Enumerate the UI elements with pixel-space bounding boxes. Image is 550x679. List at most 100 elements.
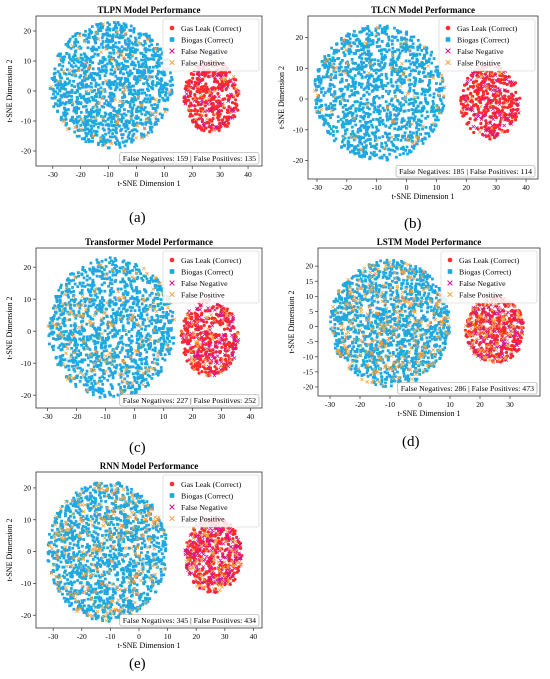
biogas-point — [127, 88, 131, 92]
biogas-point — [328, 124, 332, 128]
biogas-point — [385, 44, 389, 47]
biogas-point — [441, 107, 445, 110]
biogas-point — [367, 134, 371, 138]
biogas-point — [101, 337, 105, 341]
biogas-point — [114, 88, 117, 92]
biogas-point — [371, 153, 375, 156]
false-positive-point — [402, 97, 407, 101]
gas-leak-point — [187, 98, 191, 102]
biogas-point — [118, 34, 122, 37]
biogas-point — [59, 94, 63, 98]
biogas-point — [90, 375, 94, 378]
biogas-point — [366, 51, 370, 55]
biogas-point — [122, 108, 126, 111]
biogas-point — [112, 302, 116, 306]
biogas-point — [66, 338, 70, 342]
biogas-point — [104, 65, 108, 69]
biogas-point — [115, 347, 118, 350]
biogas-point — [337, 57, 341, 60]
biogas-point — [135, 114, 139, 118]
biogas-point — [141, 58, 145, 62]
biogas-point — [83, 358, 87, 362]
biogas-point — [153, 107, 157, 110]
biogas-point — [82, 52, 86, 56]
biogas-point — [94, 83, 98, 87]
biogas-point — [100, 42, 103, 46]
biogas-point — [137, 387, 141, 391]
biogas-point — [99, 90, 103, 94]
biogas-point — [141, 62, 145, 66]
biogas-point — [73, 130, 77, 134]
biogas-point — [69, 290, 73, 294]
biogas-point — [126, 37, 130, 41]
biogas-point — [50, 324, 54, 328]
biogas-point — [147, 338, 150, 342]
biogas-point — [434, 118, 437, 122]
biogas-point — [57, 80, 61, 84]
biogas-point — [396, 99, 399, 102]
false-positive-point — [341, 37, 346, 42]
biogas-point — [136, 96, 140, 100]
biogas-point — [116, 110, 120, 114]
biogas-point — [89, 304, 93, 308]
biogas-point — [108, 256, 112, 260]
false-negative-point — [470, 71, 475, 76]
biogas-point — [52, 317, 56, 321]
biogas-point — [106, 39, 110, 43]
biogas-point — [325, 73, 329, 76]
biogas-point — [390, 140, 393, 144]
biogas-point — [66, 108, 70, 111]
biogas-point — [99, 22, 103, 26]
biogas-point — [160, 116, 164, 119]
biogas-point — [422, 53, 426, 57]
biogas-point — [116, 46, 120, 50]
biogas-point — [108, 129, 112, 132]
biogas-point — [121, 140, 125, 144]
chart-title: Transformer Model Performance — [85, 237, 213, 247]
biogas-point — [74, 359, 78, 363]
biogas-point — [89, 359, 93, 363]
biogas-point — [378, 109, 382, 113]
biogas-point — [73, 282, 77, 286]
biogas-point — [151, 348, 155, 352]
biogas-point — [400, 36, 403, 40]
biogas-point — [169, 328, 173, 332]
biogas-point — [346, 42, 350, 46]
gas-leak-point — [200, 86, 204, 90]
biogas-point — [334, 76, 338, 80]
biogas-point — [429, 70, 433, 74]
biogas-point — [93, 298, 97, 302]
false-negative-point — [226, 99, 231, 104]
false-positive-point — [94, 30, 99, 35]
biogas-point — [170, 336, 174, 340]
biogas-point — [357, 41, 361, 45]
x-tick-label: -30 — [312, 183, 322, 192]
biogas-point — [364, 57, 368, 61]
biogas-point — [101, 123, 105, 127]
biogas-point — [346, 70, 350, 74]
false-positive-point — [422, 45, 427, 49]
biogas-point — [399, 80, 403, 84]
biogas-point — [94, 99, 98, 102]
biogas-point — [121, 326, 125, 330]
biogas-point — [134, 38, 138, 42]
biogas-point — [93, 78, 97, 82]
biogas-point — [74, 316, 78, 320]
biogas-point — [327, 65, 331, 69]
biogas-point — [366, 138, 370, 142]
biogas-point — [169, 84, 173, 87]
biogas-point — [147, 70, 151, 74]
false-positive-point — [405, 91, 410, 96]
false-negative-point — [467, 106, 472, 111]
biogas-point — [146, 120, 150, 124]
biogas-point — [369, 43, 372, 47]
biogas-point — [98, 305, 102, 308]
gas-leak-point — [222, 115, 227, 119]
biogas-point — [384, 100, 388, 104]
biogas-point — [81, 329, 85, 333]
biogas-point — [385, 156, 389, 159]
biogas-point — [68, 373, 72, 377]
biogas-point — [440, 109, 444, 112]
biogas-point — [125, 262, 128, 266]
biogas-point — [394, 135, 398, 139]
